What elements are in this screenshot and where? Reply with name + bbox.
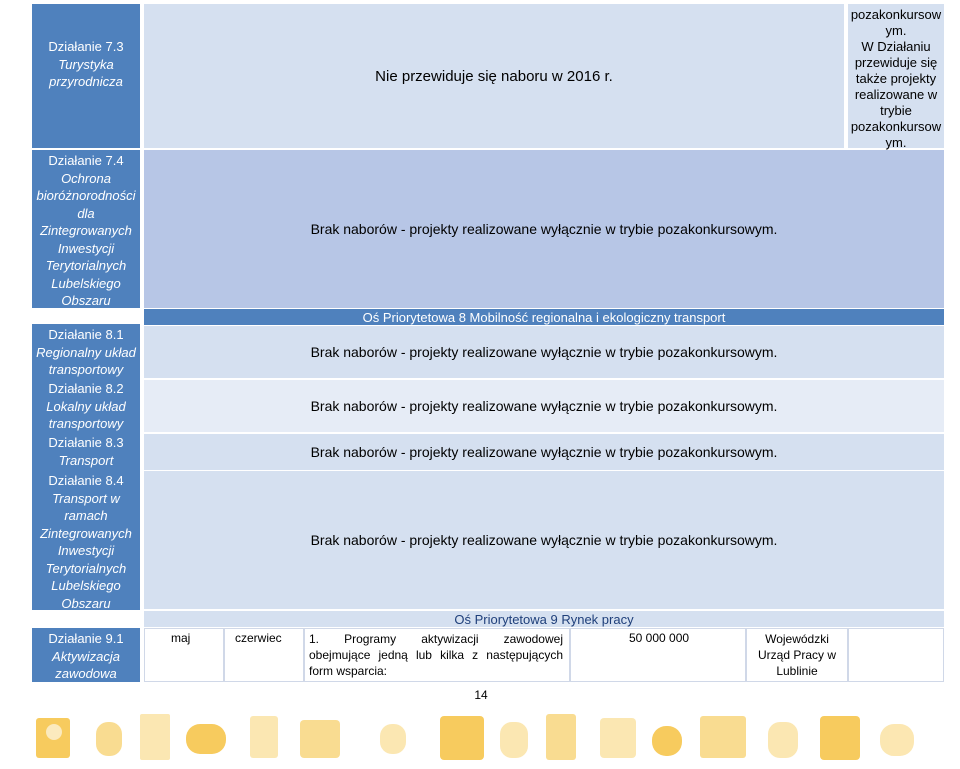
axis-8-text: Oś Priorytetowa 8 Mobilność regionalna i… — [362, 309, 726, 325]
row-7-4-text: Brak naborów - projekty realizowane wyłą… — [310, 221, 778, 237]
action-8-1: Działanie 8.1 Regionalny układ transport… — [32, 324, 140, 378]
start-month: maj — [144, 628, 224, 682]
amount: 50 000 000 — [570, 628, 746, 682]
decorative-pattern-icon — [36, 714, 914, 760]
description: 1. Programy aktywizacji zawodowej obejmu… — [304, 628, 570, 682]
row-8-2: Brak naborów - projekty realizowane wyłą… — [144, 380, 944, 432]
axis-9-text: Oś Priorytetowa 9 Rynek pracy — [454, 611, 634, 627]
action-7-4: Działanie 7.4 Ochrona bioróżnorodności d… — [32, 150, 140, 326]
row-8-4: Brak naborów - projekty realizowane wyłą… — [144, 471, 944, 609]
action-8-3: Działanie 8.3 Transport kolejowy — [32, 432, 140, 485]
action-7-3: Działanie 7.3 Turystyka przyrodnicza — [32, 4, 140, 148]
row-7-3-text: Nie przewiduje się naboru w 2016 r. — [375, 67, 613, 85]
end-month: czerwiec — [224, 628, 304, 682]
row-7-3: Nie przewiduje się naboru w 2016 r. — [144, 4, 844, 148]
footer-decoration — [0, 708, 960, 764]
empty-cell — [848, 628, 944, 682]
institution: Wojewódzki Urząd Pracy w Lublinie — [746, 628, 848, 682]
row-8-3: Brak naborów - projekty realizowane wyłą… — [144, 434, 944, 470]
right-note-top: pozakonkursow ym. W Działaniu przewiduje… — [848, 4, 944, 150]
row-7-4: Brak naborów - projekty realizowane wyłą… — [144, 150, 944, 308]
action-8-2: Działanie 8.2 Lokalny układ transportowy — [32, 378, 140, 432]
action-9-1: Działanie 9.1 Aktywizacja zawodowa — [32, 628, 140, 682]
row-8-1: Brak naborów - projekty realizowane wyłą… — [144, 326, 944, 378]
action-8-4: Działanie 8.4 Transport w ramach Zintegr… — [32, 470, 140, 628]
axis-9-header: Oś Priorytetowa 9 Rynek pracy — [144, 611, 944, 627]
axis-8-header: Oś Priorytetowa 8 Mobilność regionalna i… — [144, 309, 944, 325]
page-number: 14 — [474, 688, 488, 702]
